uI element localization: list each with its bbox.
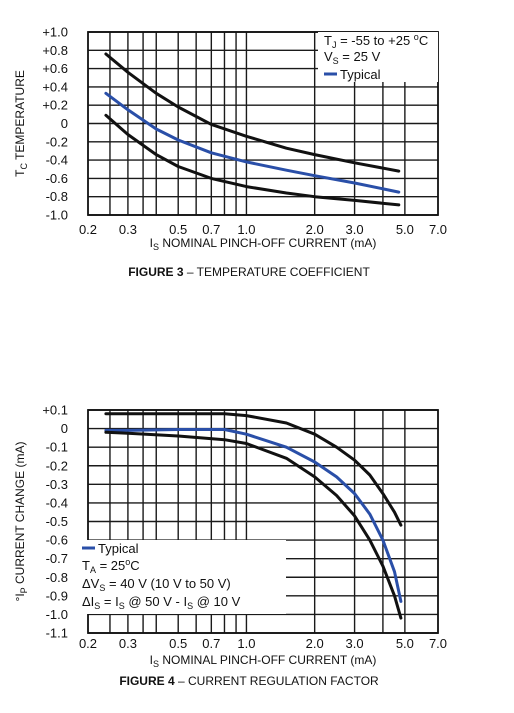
annotation-text: ΔIS = IS @ 50 V - IS @ 10 V [82, 594, 241, 611]
annotation-box [78, 540, 286, 614]
x-tick-label: 0.5 [169, 636, 187, 651]
annotation-text: VS = 25 V [324, 49, 381, 66]
y-tick-label: -0.8 [46, 189, 68, 204]
x-tick-label: 0.5 [169, 222, 187, 237]
x-tick-label: 0.3 [119, 636, 137, 651]
series-line-limit [104, 52, 401, 173]
x-tick-label: 0.2 [79, 636, 97, 651]
y-tick-label: -0.2 [46, 458, 68, 473]
series-line-limit [104, 113, 401, 207]
x-tick-label: 1.0 [237, 636, 255, 651]
y-tick-label: -0.3 [46, 477, 68, 492]
y-tick-label: -0.4 [46, 495, 68, 510]
y-axis-label: °IP CURRENT CHANGE (mA) [13, 442, 29, 602]
legend-label: Typical [98, 541, 139, 556]
series-line-limit [104, 430, 403, 620]
x-tick-label: 2.0 [306, 636, 324, 651]
y-tick-label: +0.1 [42, 403, 68, 418]
x-tick-label: 1.0 [237, 222, 255, 237]
y-tick-label: 0 [61, 116, 68, 131]
x-tick-label: 5.0 [396, 636, 414, 651]
y-tick-label: +0.6 [42, 61, 68, 76]
y-tick-label: +0.8 [42, 43, 68, 58]
annotation-text: TA = 25oC [82, 557, 140, 575]
y-tick-label: -0.8 [46, 570, 68, 585]
y-tick-label: -0.5 [46, 514, 68, 529]
y-tick-label: -0.7 [46, 551, 68, 566]
y-tick-label: -0.4 [46, 153, 68, 168]
x-axis-label: IS NOMINAL PINCH-OFF CURRENT (mA) [150, 653, 377, 669]
y-tick-label: +1.0 [42, 25, 68, 40]
y-tick-label: +0.2 [42, 98, 68, 113]
x-tick-label: 7.0 [429, 222, 447, 237]
x-tick-label: 5.0 [396, 222, 414, 237]
x-tick-label: 2.0 [306, 222, 324, 237]
x-axis-label: IS NOMINAL PINCH-OFF CURRENT (mA) [150, 236, 377, 252]
y-axis-label: TC TEMPERATURE [13, 70, 29, 177]
y-tick-label: -0.1 [46, 440, 68, 455]
figure-caption: FIGURE 3 – TEMPERATURE COEFFICIENT [128, 265, 370, 279]
y-tick-label: -0.6 [46, 171, 68, 186]
y-tick-label: 0 [61, 421, 68, 436]
plot-frame [87, 409, 439, 634]
series-line-typical [104, 428, 403, 603]
y-tick-label: -0.9 [46, 588, 68, 603]
chart-4: +0.1 0 -0.1 -0.2 -0.3 -0.4 -0.5 -0.6 -0.7 -0.8 -0.… [13, 403, 447, 689]
x-tick-label: 7.0 [429, 636, 447, 651]
y-tick-label: +0.4 [42, 79, 68, 94]
series-line-typical [104, 91, 401, 194]
legend-label: Typical [340, 67, 381, 82]
y-tick-label: -0.2 [46, 134, 68, 149]
x-tick-label: 0.7 [202, 222, 220, 237]
annotation-text: TJ = -55 to +25 oC [324, 32, 428, 50]
annotation-box [318, 32, 438, 82]
y-tick-label: -1.0 [46, 208, 68, 223]
annotation-text: ΔVS = 40 V (10 V to 50 V) [82, 576, 231, 593]
x-tick-label: 3.0 [346, 222, 364, 237]
x-tick-label: 0.2 [79, 222, 97, 237]
plot-frame [87, 31, 439, 216]
figure-caption: FIGURE 4 – CURRENT REGULATION FACTOR [119, 674, 379, 688]
series-line-limit [104, 412, 403, 527]
x-tick-label: 3.0 [346, 636, 364, 651]
y-tick-label: -0.6 [46, 533, 68, 548]
x-tick-label: 0.7 [202, 636, 220, 651]
y-tick-label: -1.0 [46, 607, 68, 622]
chart-3: +1.0 +0.8 +0.6 +0.4 +0.2 0 -0.2 -0.4 -0.6 -0.8 -1.… [13, 25, 447, 280]
x-tick-label: 0.3 [119, 222, 137, 237]
y-tick-label: -1.1 [46, 626, 68, 641]
